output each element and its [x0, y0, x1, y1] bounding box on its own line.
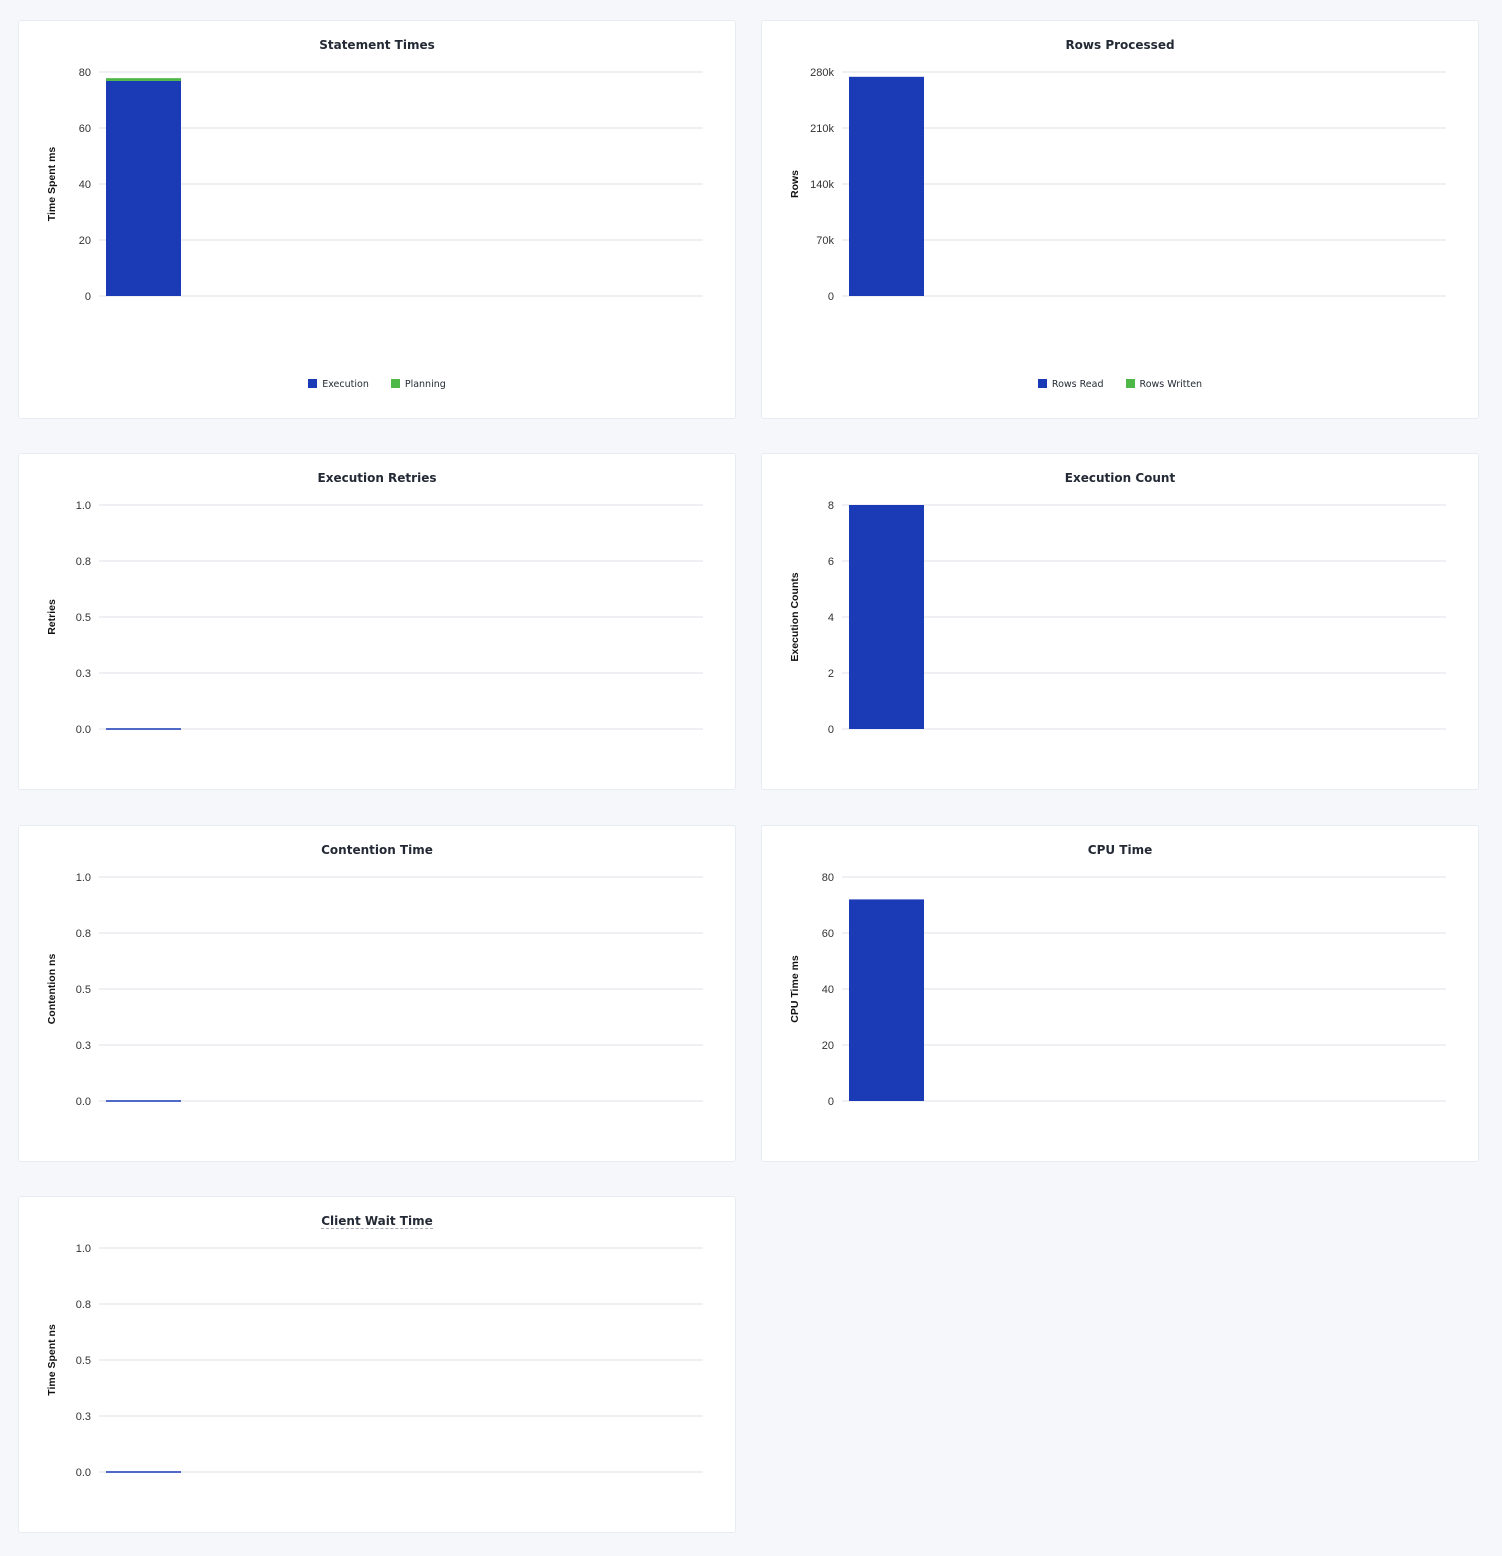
rows-processed-chart-card: Rows Processed 0 70k 140k 210k 280k Rows Rows R… — [761, 20, 1479, 419]
y-axis-label: Contention ns — [46, 954, 58, 1025]
y-tick-label: 0.3 — [76, 1040, 91, 1052]
chart-title: Contention Time — [19, 843, 735, 857]
y-tick-label: 0 — [828, 1096, 834, 1108]
chart-title: Execution Count — [762, 471, 1478, 485]
bar-execution[interactable] — [106, 80, 181, 297]
bar-value[interactable] — [849, 505, 924, 729]
y-tick-label: 20 — [822, 1040, 834, 1052]
y-tick-label: 80 — [79, 67, 91, 79]
chart-plot: 0 2 4 6 8 Execution Counts — [789, 500, 1446, 736]
y-tick-label: 2 — [828, 668, 834, 680]
y-tick-label: 0 — [85, 291, 91, 303]
y-tick-label: 0.3 — [76, 1411, 91, 1423]
y-tick-label: 0.3 — [76, 668, 91, 680]
y-tick-label: 210k — [810, 123, 834, 135]
chart-title: Rows Processed — [762, 38, 1478, 52]
legend-swatch — [390, 379, 400, 388]
legend-item[interactable]: Execution — [308, 379, 369, 390]
legend-label: Rows Written — [1139, 379, 1203, 390]
legend-swatch — [1037, 379, 1047, 388]
bar-planning[interactable] — [106, 78, 181, 81]
contention-time-chart-card: Contention Time 0.0 0.3 0.5 0.8 1.0 Contention… — [18, 825, 736, 1162]
y-tick-label: 0 — [828, 291, 834, 303]
chart-title: Statement Times — [19, 38, 735, 52]
chart-plot: 0 20 40 60 80 Time Spent ms — [46, 67, 703, 303]
statement-times-chart-card: Statement Times 0 20 40 60 80 Time Spent ms Exe… — [18, 20, 736, 419]
bar-rows-read[interactable] — [849, 76, 924, 296]
client-wait-time-chart-card: Client Wait Time 0.0 0.3 0.5 0.8 1.0 Time Spen… — [18, 1196, 736, 1533]
y-tick-label: 1.0 — [76, 1243, 91, 1255]
y-tick-label: 0.8 — [76, 928, 91, 940]
chart-legend: Rows Read Rows Written — [762, 379, 1478, 390]
chart-plot: 0 70k 140k 210k 280k Rows — [789, 67, 1446, 303]
legend-label: Rows Read — [1051, 379, 1104, 390]
y-tick-label: 20 — [79, 235, 91, 247]
y-tick-label: 0.0 — [76, 1467, 91, 1479]
y-tick-label: 1.0 — [76, 872, 91, 884]
chart-plot: 0.0 0.3 0.5 0.8 1.0 Retries — [46, 500, 703, 736]
chart-plot: 0 20 40 60 80 CPU Time ms — [789, 872, 1446, 1108]
y-axis-label: Execution Counts — [789, 572, 801, 661]
legend-label: Planning — [404, 379, 446, 390]
y-tick-label: 70k — [816, 235, 834, 247]
y-tick-label: 40 — [79, 179, 91, 191]
y-tick-label: 280k — [810, 67, 834, 79]
legend-swatch — [1125, 379, 1135, 388]
y-tick-label: 140k — [810, 179, 834, 191]
y-axis-label: Time Spent ms — [46, 147, 58, 222]
chart-title: CPU Time — [762, 843, 1478, 857]
chart-title-text: Statement Times — [319, 38, 435, 52]
legend-item[interactable]: Rows Written — [1125, 379, 1203, 390]
execution-retries-chart-card: Execution Retries 0.0 0.3 0.5 0.8 1.0 Retries — [18, 453, 736, 790]
y-axis-label: Time Spent ns — [46, 1324, 58, 1396]
y-tick-label: 60 — [79, 123, 91, 135]
y-tick-label: 0.5 — [76, 1355, 91, 1367]
legend-label: Execution — [322, 379, 369, 390]
y-tick-label: 0.0 — [76, 1096, 91, 1108]
y-tick-label: 40 — [822, 984, 834, 996]
chart-title-text: Execution Count — [1064, 471, 1176, 485]
chart-plot: 0.0 0.3 0.5 0.8 1.0 Contention ns — [46, 872, 703, 1108]
legend-item[interactable]: Rows Read — [1037, 379, 1104, 390]
y-tick-label: 0.0 — [76, 724, 91, 736]
chart-title: Execution Retries — [19, 471, 735, 485]
y-axis-label: CPU Time ms — [789, 955, 801, 1023]
execution-count-chart-card: Execution Count 0 2 4 6 8 Execution Counts — [761, 453, 1479, 790]
y-tick-label: 0.8 — [76, 1299, 91, 1311]
chart-title-text: CPU Time — [1087, 843, 1153, 857]
cpu-time-chart-card: CPU Time 0 20 40 60 80 CPU Time ms — [761, 825, 1479, 1162]
y-tick-label: 60 — [822, 928, 834, 940]
chart-plot: 0.0 0.3 0.5 0.8 1.0 Time Spent ns — [46, 1243, 703, 1479]
y-axis-label: Retries — [46, 599, 58, 635]
bar-value[interactable] — [849, 899, 924, 1101]
y-tick-label: 1.0 — [76, 500, 91, 512]
legend-swatch — [308, 379, 318, 388]
y-tick-label: 0.5 — [76, 984, 91, 996]
y-tick-label: 0 — [828, 724, 834, 736]
y-tick-label: 6 — [828, 556, 834, 568]
y-tick-label: 80 — [822, 872, 834, 884]
y-tick-label: 0.5 — [76, 612, 91, 624]
chart-title-text: Execution Retries — [317, 471, 437, 485]
y-tick-label: 4 — [828, 612, 834, 624]
legend-item[interactable]: Planning — [390, 379, 446, 390]
chart-legend: Execution Planning — [19, 379, 735, 390]
chart-title[interactable]: Client Wait Time — [19, 1214, 735, 1229]
y-tick-label: 8 — [828, 500, 834, 512]
chart-title-text: Rows Processed — [1065, 38, 1175, 52]
y-axis-label: Rows — [789, 170, 801, 198]
y-tick-label: 0.8 — [76, 556, 91, 568]
chart-title-text: Client Wait Time — [321, 1214, 433, 1229]
chart-title-text: Contention Time — [321, 843, 433, 857]
